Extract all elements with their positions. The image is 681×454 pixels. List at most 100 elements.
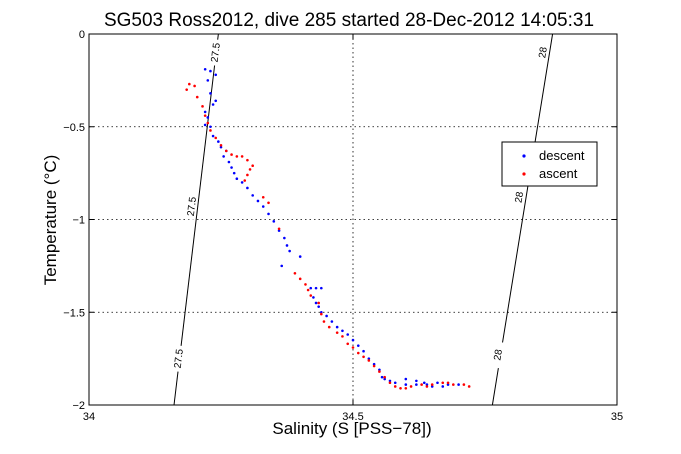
- ascent-point: [441, 381, 445, 385]
- descent-point: [203, 67, 207, 71]
- x-tick-label: 34: [83, 411, 95, 423]
- ascent-point: [219, 144, 223, 147]
- descent-point: [388, 379, 392, 383]
- density-contours: 27.5 27.5 27.5 28 28 28: [173, 33, 554, 406]
- descent-point: [283, 236, 286, 240]
- ascent-point: [251, 164, 254, 168]
- ascent-point: [195, 95, 199, 99]
- descent-point: [280, 264, 284, 268]
- descent-point: [341, 329, 344, 333]
- ascent-point: [306, 288, 310, 292]
- ascent-point: [261, 195, 265, 199]
- ascent-point: [420, 383, 423, 386]
- descent-point: [246, 186, 249, 190]
- contour-label: 27.5: [186, 196, 199, 217]
- descent-point: [298, 255, 302, 258]
- ascent-point: [201, 105, 204, 108]
- data-points: [185, 67, 471, 390]
- descent-point: [335, 325, 339, 329]
- descent-point: [206, 116, 210, 119]
- descent-point: [422, 381, 426, 385]
- descent-point: [256, 199, 260, 203]
- descent-point: [209, 92, 212, 95]
- ascent-point: [322, 320, 326, 323]
- y-tick-label: −2: [72, 400, 85, 412]
- descent-point: [383, 377, 386, 381]
- descent-point: [325, 314, 328, 318]
- ascent-point: [246, 173, 249, 177]
- axis-ticks: 34 34.5 35 0 −0.5 −1 −1.5 −2: [63, 29, 623, 423]
- descent-point: [206, 79, 210, 82]
- ascent-point: [346, 342, 350, 346]
- ascent-point: [320, 312, 323, 316]
- descent-point: [261, 205, 265, 208]
- descent-point: [425, 383, 429, 386]
- y-tick-label: −1: [72, 215, 85, 227]
- ascent-point: [372, 364, 376, 368]
- contour-label-bg: [186, 193, 198, 220]
- descent-point: [235, 177, 239, 180]
- descent-point: [415, 383, 418, 386]
- y-tick-label: −1.5: [63, 307, 85, 319]
- ascent-point: [351, 346, 355, 349]
- x-axis-label: Salinity (S [PSS−78]): [272, 419, 431, 438]
- contour-label: 28: [492, 348, 505, 361]
- ascent-point: [317, 301, 320, 305]
- contour-label-bg: [173, 345, 185, 373]
- x-tick-label: 35: [611, 411, 623, 423]
- descent-point: [362, 349, 365, 353]
- y-tick-label: −0.5: [63, 122, 85, 134]
- x-tick-label: 34.5: [342, 411, 363, 423]
- descent-point: [441, 385, 445, 388]
- ascent-point: [246, 158, 249, 162]
- descent-point: [372, 362, 376, 366]
- legend-box: [501, 141, 598, 187]
- descent-point: [240, 181, 244, 184]
- ascent-point: [224, 149, 228, 153]
- contour-label-bg: [513, 183, 526, 211]
- descent-point: [232, 171, 236, 175]
- descent-point: [320, 310, 323, 314]
- contour-label: 28: [537, 46, 550, 59]
- descent-point: [211, 103, 215, 106]
- ascent-point: [277, 227, 281, 231]
- descent-point: [404, 383, 408, 386]
- legend-label-descent: descent: [539, 148, 585, 163]
- ascent-point: [298, 277, 302, 281]
- legend-marker-ascent: [522, 172, 526, 176]
- ascent-point: [203, 114, 207, 117]
- descent-point: [288, 249, 291, 253]
- ascent-point: [188, 82, 191, 86]
- legend: descent ascent: [501, 141, 598, 187]
- descent-point: [378, 368, 381, 372]
- descent-point: [430, 385, 434, 388]
- descent-point: [312, 296, 315, 299]
- descent-point: [267, 212, 270, 216]
- y-tick-label: 0: [79, 29, 85, 41]
- descent-point: [330, 320, 334, 323]
- contour-label: 27.5: [173, 348, 186, 369]
- ascent-point: [240, 155, 244, 158]
- descent-point: [393, 381, 397, 385]
- descent-point: [209, 125, 212, 129]
- descent-point: [457, 383, 460, 386]
- descent-point: [380, 375, 384, 379]
- chart-title: SG503 Ross2012, dive 285 started 28-Dec-…: [104, 10, 594, 31]
- ascent-point: [235, 155, 239, 158]
- ascent-point: [362, 355, 365, 359]
- ascent-point: [248, 168, 252, 171]
- legend-marker-descent: [522, 154, 526, 158]
- ascent-point: [214, 136, 218, 140]
- ascent-point: [293, 271, 297, 275]
- descent-point: [277, 229, 281, 232]
- descent-point: [446, 383, 450, 386]
- ascent-point: [304, 283, 307, 286]
- descent-point: [415, 379, 418, 383]
- ascent-point: [446, 381, 450, 385]
- ascent-point: [356, 351, 360, 355]
- contour-label: 28: [513, 191, 526, 204]
- descent-point: [227, 160, 231, 164]
- descent-point: [314, 301, 318, 305]
- descent-point: [404, 377, 408, 381]
